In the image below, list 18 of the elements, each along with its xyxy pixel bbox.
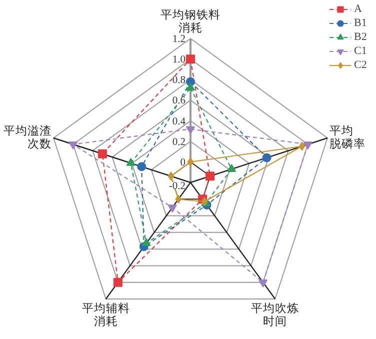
y-tick-label: 0.6 <box>172 96 186 107</box>
spoke-label: 平均钢铁料消耗 <box>160 8 220 34</box>
legend-label: B2 <box>354 31 368 43</box>
spoke-label: 平均吹炼时间 <box>251 302 300 328</box>
spoke-label: 平均溢渣次数 <box>4 124 52 151</box>
y-tick-label: 0.2 <box>172 136 186 148</box>
spoke-label: 平均辅料消耗 <box>82 302 130 328</box>
y-tick-label: 0 <box>180 157 186 168</box>
y-tick-label: 0.4 <box>172 116 186 128</box>
y-tick-label: 0.8 <box>172 75 186 86</box>
spoke-label: 平均脱磷率 <box>329 124 366 151</box>
legend-label: A <box>354 3 363 15</box>
legend-label: B1 <box>354 17 368 29</box>
legend-label: C1 <box>354 45 368 57</box>
y-tick-label: 1.2 <box>172 34 186 45</box>
y-tick-label: -0.2 <box>168 181 186 192</box>
legend-label: C2 <box>354 59 368 71</box>
y-tick-label: 1.0 <box>172 54 186 66</box>
